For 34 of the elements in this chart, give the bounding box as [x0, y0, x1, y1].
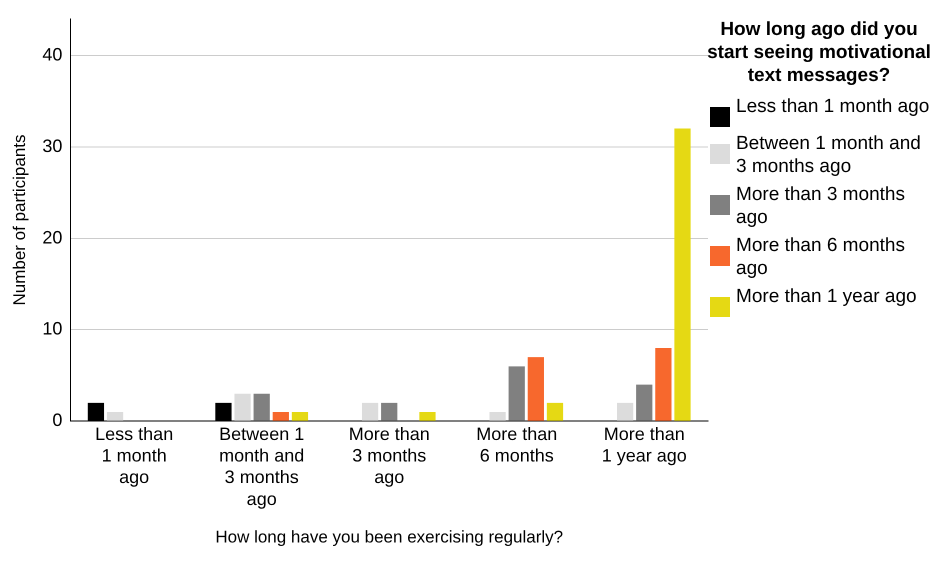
x-tick-label: More than 3 months ago — [348, 424, 430, 488]
bar — [292, 412, 308, 421]
bar — [234, 394, 251, 421]
x-tick-label: More than 6 months — [476, 424, 558, 466]
y-tick-label: 40 — [42, 44, 62, 64]
bar — [489, 412, 506, 421]
legend-label: Between 1 month and 3 months ago — [736, 132, 922, 178]
x-tick-label: Between 1 month and 3 months ago — [219, 424, 304, 509]
y-tick-label: 30 — [42, 136, 62, 156]
bar — [254, 394, 270, 421]
legend-title: How long ago did you start seeing motivational text messages? — [707, 18, 931, 87]
y-tick-label: 10 — [42, 318, 62, 339]
bar — [528, 357, 544, 421]
bar — [674, 128, 691, 421]
bar — [381, 402, 398, 421]
bar — [362, 402, 378, 421]
legend-label: More than 6 months ago — [736, 234, 906, 280]
legend-label: More than 3 months ago — [736, 183, 906, 229]
legend-label: More than 1 year ago — [736, 285, 917, 308]
bar — [272, 412, 289, 421]
x-tick-label: Less than 1 month ago — [95, 424, 174, 488]
bar — [419, 412, 436, 421]
legend-label: Less than 1 month ago — [736, 95, 930, 118]
bar — [106, 412, 124, 421]
x-axis-title: How long have you been exercising regularly? — [215, 527, 564, 546]
bar — [546, 402, 564, 421]
bar — [655, 348, 672, 421]
bar — [616, 402, 634, 421]
bar — [636, 384, 652, 421]
x-tick-label: More than 1 year ago — [602, 424, 687, 466]
y-axis-title: Number of participants — [10, 134, 29, 306]
bar — [508, 366, 525, 421]
y-tick-label: 0 — [52, 410, 62, 430]
y-tick-label: 20 — [42, 227, 62, 248]
